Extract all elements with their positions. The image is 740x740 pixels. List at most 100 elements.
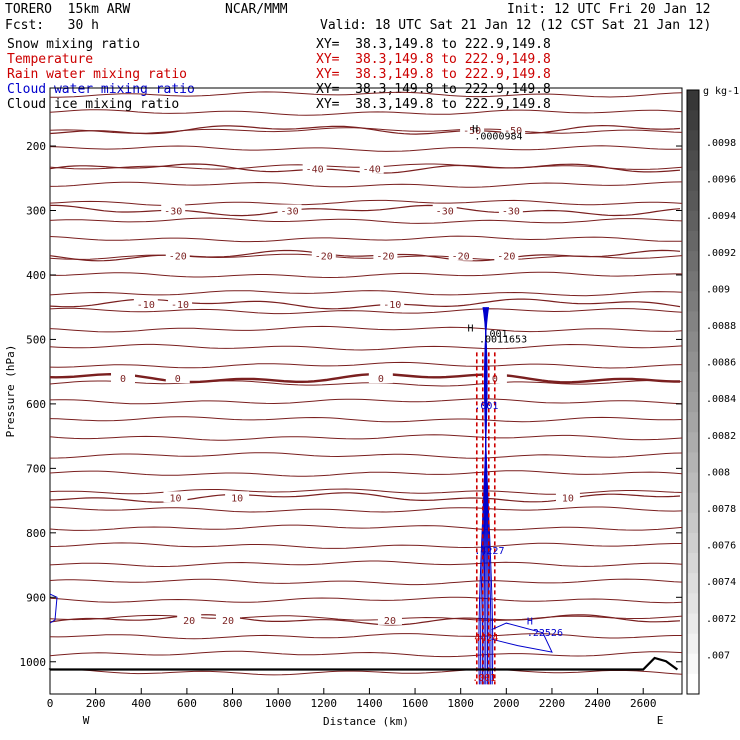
- organization: NCAR/MMM: [225, 2, 288, 17]
- annotation-3: .001: [484, 329, 508, 340]
- annotation-8: H: [527, 616, 533, 627]
- y-tick-label-1000: 1000: [20, 656, 47, 669]
- colorbar-band-15: [687, 392, 699, 413]
- isotherm-line-17: [49, 398, 683, 405]
- contour-label-bg-20-1: [215, 613, 240, 625]
- y-axis-label: Pressure (hPa): [4, 345, 17, 438]
- contour-label-bg--50-0: [460, 123, 485, 135]
- colorbar-band-19: [687, 472, 699, 494]
- contour-label-10-1: 10: [231, 493, 243, 504]
- contour-label-bg--30-2: [432, 204, 457, 216]
- contour-label--10-1: -10: [171, 300, 189, 311]
- isotherm-line-3: [49, 145, 683, 152]
- contour-label-10-2: 10: [562, 493, 574, 504]
- contour-label-bg-10-2: [555, 491, 580, 503]
- isotherm-line-7: [49, 217, 683, 224]
- colorbar-band-17: [687, 432, 699, 453]
- contour-label-bg--10-0: [133, 297, 158, 309]
- colorbar-band-3: [687, 150, 699, 172]
- x-tick-label-1800: 1800: [447, 697, 474, 710]
- colorbar-band-0: [687, 90, 699, 111]
- temperature-contour-20: [49, 614, 681, 626]
- contour-label--30-3: -30: [502, 206, 520, 217]
- y-tick-label-900: 900: [26, 591, 46, 604]
- contour-label-0-3: 0: [492, 374, 498, 385]
- contour-label-bg--30-3: [498, 204, 523, 216]
- init-time: Init: 12 UTC Fri 20 Jan 12: [507, 2, 711, 17]
- colorbar-tick-5: .0088: [706, 321, 736, 332]
- colorbar-band-12: [687, 331, 699, 353]
- isotherm-line-27: [49, 578, 683, 586]
- x-tick-label-1400: 1400: [356, 697, 383, 710]
- isotherm-line-20: [49, 452, 683, 459]
- colorbar-band-8: [687, 251, 699, 272]
- contour-label-bg--10-2: [380, 297, 405, 309]
- isotherm-line-30: [49, 633, 682, 640]
- colorbar-tick-12: .0074: [706, 577, 736, 588]
- x-tick-label-0: 0: [47, 697, 54, 710]
- x-tick-label-2200: 2200: [539, 697, 566, 710]
- legend-snow-xy: XY= 38.3,149.8 to 222.9,149.8: [316, 37, 551, 52]
- temperature-contour--20: [49, 249, 681, 262]
- contour-label-bg--10-1: [168, 297, 193, 309]
- y-tick-label-300: 300: [26, 204, 46, 217]
- isotherm-line-32: [49, 668, 683, 676]
- legend-cloud-ice-name: Cloud ice mixing ratio: [7, 97, 180, 112]
- contour-label--20-4: -20: [497, 252, 515, 263]
- x-tick-label-1200: 1200: [311, 697, 338, 710]
- colorbar-band-25: [687, 593, 699, 614]
- colorbar-tick-9: .008: [706, 467, 730, 478]
- west-label: W: [83, 714, 90, 727]
- contour-label-bg--30-0: [161, 204, 186, 216]
- x-tick-label-2000: 2000: [493, 697, 520, 710]
- isotherm-line-31: [49, 650, 683, 658]
- contour-label--50-1: -50: [504, 126, 522, 137]
- temperature-contour--30: [50, 204, 681, 217]
- colorbar-tick-0: .0098: [706, 138, 736, 149]
- valid-time: Valid: 18 UTC Sat 21 Jan 12 (12 CST Sat …: [320, 18, 712, 33]
- model-name: TORERO 15km ARW: [5, 2, 131, 17]
- contour-label--40-1: -40: [363, 165, 381, 176]
- contour-label-bg-0-1: [165, 372, 190, 384]
- contour-label-bg--20-0: [165, 249, 190, 261]
- x-tick-label-1000: 1000: [265, 697, 292, 710]
- isotherm-line-21: [49, 470, 683, 477]
- annotation-5: .001: [474, 401, 498, 412]
- contour-label--20-1: -20: [315, 252, 333, 263]
- contour-label--30-2: -30: [436, 206, 454, 217]
- contour-label--30-1: -30: [281, 206, 299, 217]
- colorbar-tick-8: .0082: [706, 431, 736, 442]
- x-tick-label-1600: 1600: [402, 697, 429, 710]
- colorbar-band-16: [687, 412, 699, 433]
- colorbar-band-24: [687, 573, 699, 594]
- legend-rain-name: Rain water mixing ratio: [7, 67, 188, 82]
- x-tick-label-2600: 2600: [630, 697, 657, 710]
- legend-cloud-ice-xy: XY= 38.3,149.8 to 222.9,149.8: [316, 97, 551, 112]
- annotation-2: H: [468, 324, 474, 335]
- annotation-9: .22526: [527, 628, 563, 639]
- x-tick-label-600: 600: [177, 697, 197, 710]
- east-label: E: [657, 714, 664, 727]
- x-axis-label: Distance (km): [323, 715, 409, 728]
- y-tick-label-400: 400: [26, 269, 46, 282]
- contour-label--10-0: -10: [137, 300, 155, 311]
- colorbar-band-22: [687, 532, 699, 554]
- legend-temperature-xy: XY= 38.3,149.8 to 222.9,149.8: [316, 52, 551, 67]
- colorbar-tick-1: .0096: [706, 175, 736, 186]
- colorbar-band-14: [687, 371, 699, 393]
- isotherm-line-0: [50, 91, 683, 98]
- annotation-7: 4424: [474, 633, 498, 644]
- legend-rain-xy: XY= 38.3,149.8 to 222.9,149.8: [316, 67, 551, 82]
- contour-label-bg--40-1: [359, 162, 384, 174]
- contour-label--40-0: -40: [306, 165, 324, 176]
- isotherm-line-11: [49, 290, 683, 297]
- colorbar-band-23: [687, 553, 699, 574]
- colorbar-tick-14: .007: [706, 650, 730, 661]
- isotherm-line-18: [49, 416, 683, 423]
- contour-label-bg-0-2: [368, 372, 393, 384]
- contour-label-0-2: 0: [378, 374, 384, 385]
- colorbar-band-21: [687, 512, 699, 534]
- isotherm-line-15: [49, 361, 683, 369]
